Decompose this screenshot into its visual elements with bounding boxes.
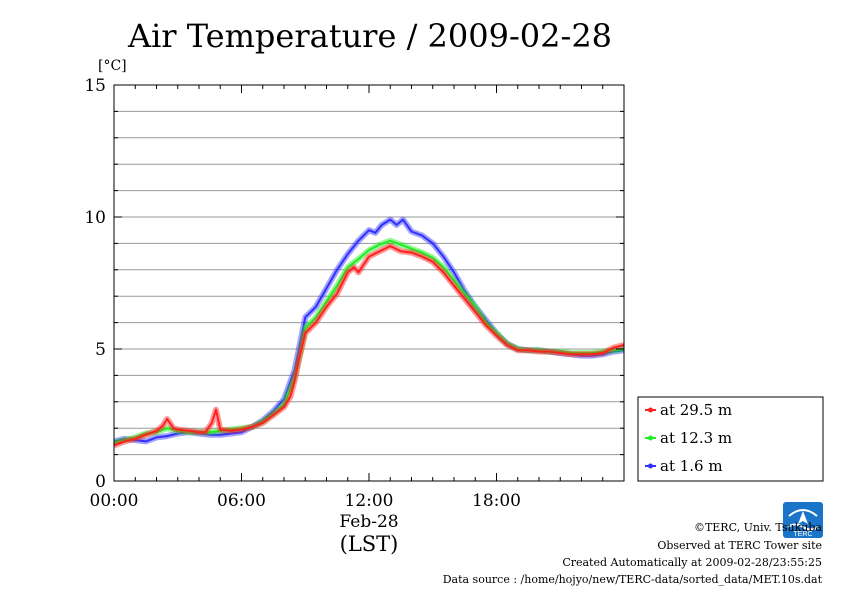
- legend-marker: [648, 435, 653, 441]
- credit-created: Created Automatically at 2009-02-28/23:5…: [562, 556, 822, 569]
- x-tick-label: 06:00: [217, 491, 266, 511]
- x-tick-label: 12:00: [345, 491, 394, 511]
- chart-title: Air Temperature / 2009-02-28: [127, 17, 612, 55]
- series-halo-at-12-3-m: [113, 237, 625, 446]
- credit-observed: Observed at TERC Tower site: [657, 539, 822, 552]
- series-halo-at-29-5-m: [112, 243, 625, 449]
- axis-ticks: 0 5 10 15 00:00 06:00 12:00 18:00: [84, 76, 625, 511]
- y-axis-unit-label: [°C]: [98, 58, 127, 74]
- grid-lines: [114, 110, 624, 456]
- series-lines: [112, 216, 625, 449]
- legend-marker: [648, 463, 653, 469]
- y-tick-label: 0: [95, 472, 106, 492]
- credit-copyright: ©TERC, Univ. Tsukuba: [694, 521, 822, 534]
- series-line-at-29-5-m: [113, 245, 625, 447]
- x-axis-timezone-label: (LST): [340, 532, 399, 556]
- plot-frame: [113, 84, 625, 482]
- logo-text: TERC: [793, 531, 812, 538]
- legend-box: [637, 396, 824, 482]
- x-axis-date-label: Feb-28: [339, 512, 398, 532]
- x-tick-label: 18:00: [472, 491, 521, 511]
- terc-logo: TERC: [783, 502, 823, 538]
- y-tick-label: 5: [95, 340, 106, 360]
- legend-label: at 12.3 m: [660, 429, 732, 447]
- y-tick-label: 10: [84, 208, 106, 228]
- legend: at 29.5 m at 12.3 m at 1.6 m: [637, 396, 824, 482]
- x-tick-label: 00:00: [90, 491, 139, 511]
- legend-label: at 1.6 m: [660, 457, 723, 475]
- series-line-at-12-3-m: [113, 239, 625, 444]
- y-tick-label: 15: [84, 76, 106, 96]
- credit-data-source: Data source : /home/hojyo/new/TERC-data/…: [443, 573, 823, 586]
- legend-label: at 29.5 m: [660, 401, 732, 419]
- legend-marker: [648, 407, 653, 413]
